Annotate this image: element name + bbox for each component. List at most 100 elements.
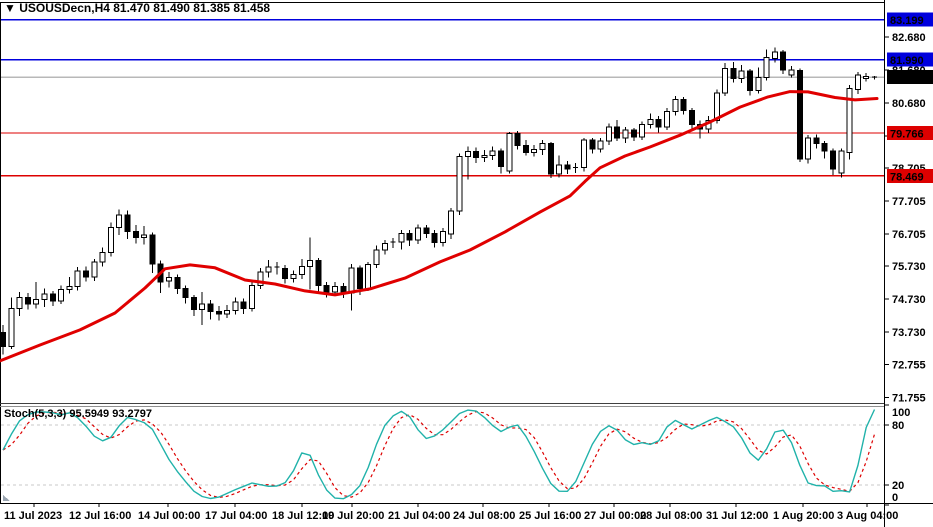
candle <box>274 262 280 275</box>
candle <box>605 123 612 146</box>
candle <box>854 71 861 95</box>
candle <box>556 155 563 178</box>
time-label: 12 Jul 16:00 <box>69 510 131 522</box>
candle-body <box>406 233 413 241</box>
candle-body <box>639 124 646 138</box>
candle-body <box>141 234 148 238</box>
candle <box>722 63 729 97</box>
candle-body <box>348 267 355 294</box>
candle-body <box>381 242 388 251</box>
candle <box>83 266 89 282</box>
candle-body <box>41 293 48 301</box>
time-label: 25 Jul 16:00 <box>519 510 581 522</box>
candle <box>747 69 753 96</box>
candle-body <box>182 288 189 299</box>
candle <box>174 274 181 295</box>
stoch-signal-line <box>2 410 876 499</box>
candle-body <box>423 227 430 235</box>
panel-grip-icon <box>3 495 10 501</box>
candle-body <box>249 284 255 309</box>
candle-body <box>199 303 206 310</box>
candle <box>589 137 596 154</box>
candle-body <box>738 70 745 79</box>
candle <box>116 209 123 235</box>
candle-body <box>107 227 114 253</box>
price-axis[interactable]: 82.68081.68080.68079.68078.70577.70576.7… <box>884 12 933 405</box>
time-axis[interactable]: 11 Jul 2023 12 Jul 16:00 14 Jul 00:00 17 Ju… <box>4 504 898 522</box>
candles <box>0 47 877 355</box>
candle <box>481 150 488 163</box>
candle <box>182 285 189 304</box>
candle <box>688 108 695 130</box>
candle <box>190 295 197 317</box>
candle-body <box>821 142 828 152</box>
candle-body <box>747 70 753 92</box>
candle <box>439 228 446 247</box>
candle-body <box>489 150 496 157</box>
candle-body <box>846 87 853 153</box>
candle <box>41 288 48 307</box>
candle-body <box>780 51 787 71</box>
candle-body <box>771 51 778 60</box>
candle <box>547 141 554 179</box>
time-label: 1 Aug 20:00 <box>773 510 834 522</box>
candle <box>298 258 305 280</box>
candle <box>498 148 504 174</box>
candle-body <box>215 311 222 315</box>
candle <box>846 85 853 160</box>
candle <box>207 300 214 320</box>
candle <box>398 230 405 250</box>
candle <box>232 297 239 315</box>
price-flag-label: 83.199 <box>890 15 924 27</box>
candle <box>49 290 56 307</box>
candle <box>796 68 803 163</box>
candle <box>672 96 679 116</box>
candle-body <box>589 139 596 150</box>
time-label: 27 Jul 00:00 <box>584 510 646 522</box>
candle-body <box>265 266 272 273</box>
stochastic-label: Stoch(5,3,3) 95.5949 93.2797 <box>4 408 152 420</box>
candle <box>830 148 836 175</box>
candle <box>448 207 455 240</box>
candle <box>290 270 297 283</box>
candle <box>33 282 40 309</box>
candle-body <box>431 233 438 243</box>
time-label: 17 Jul 04:00 <box>205 510 267 522</box>
candle-body <box>830 150 836 170</box>
candle-body <box>365 264 372 290</box>
candle <box>315 257 322 295</box>
candle <box>66 277 73 294</box>
time-label: 28 Jul 08:00 <box>640 510 702 522</box>
candle <box>522 140 529 156</box>
time-label: 31 Jul 12:00 <box>706 510 768 522</box>
candle-body <box>149 234 156 265</box>
candle-body <box>356 267 363 290</box>
candle-body <box>257 271 264 286</box>
level-lines <box>1 18 884 177</box>
price-tick-label: 77.705 <box>892 196 926 208</box>
candle-body <box>547 142 554 175</box>
candle <box>763 49 770 81</box>
candle-body <box>597 140 604 150</box>
candle <box>838 148 845 178</box>
candle <box>805 135 812 164</box>
price-flag-label: 81.990 <box>890 55 924 67</box>
candle-body <box>166 277 172 282</box>
candle <box>0 324 6 355</box>
candle <box>863 73 870 82</box>
candle <box>348 263 355 311</box>
candle <box>639 121 646 140</box>
candle-body <box>332 285 338 293</box>
candle <box>788 65 795 78</box>
price-tick-label: 80.680 <box>892 98 926 110</box>
candle <box>390 238 396 249</box>
price-flag-81.990 <box>887 52 933 67</box>
price-tick-label: 73.730 <box>892 327 926 339</box>
candle-body <box>854 74 861 91</box>
candle-body <box>630 129 637 138</box>
candle <box>821 141 828 159</box>
